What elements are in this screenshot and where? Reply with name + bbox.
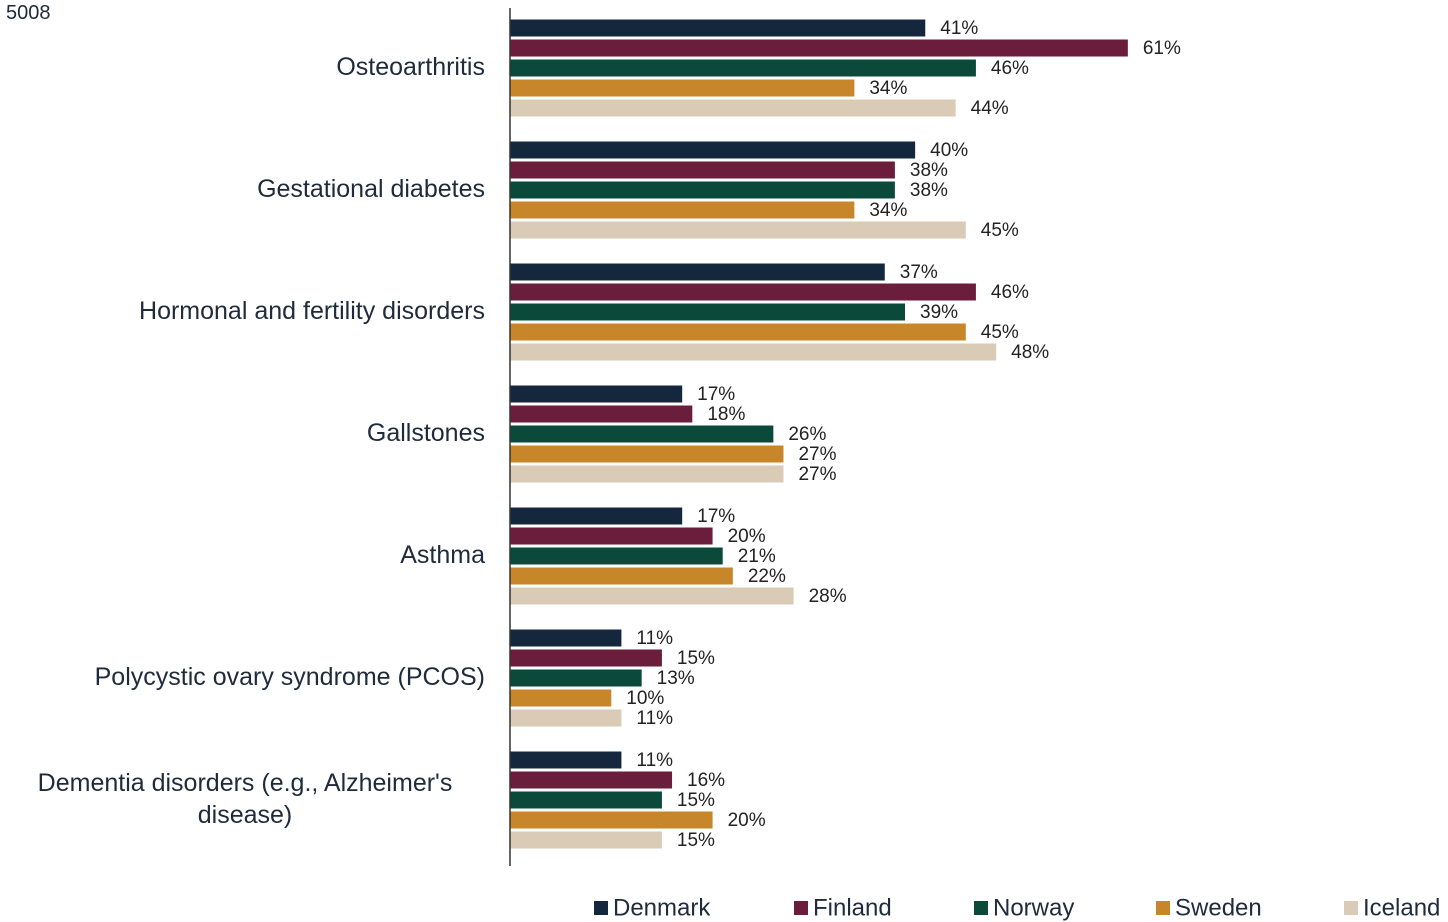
value-label: 37%	[900, 262, 938, 283]
legend-label: Sweden	[1175, 894, 1262, 921]
bar	[510, 649, 662, 667]
value-label: 17%	[697, 506, 735, 527]
bar	[510, 567, 733, 585]
legend-label: Denmark	[613, 894, 711, 921]
bar	[510, 669, 642, 687]
value-label: 15%	[677, 830, 715, 851]
category-label: Gestational diabetes	[5, 173, 485, 205]
legend-label: Norway	[993, 894, 1074, 921]
value-label: 20%	[728, 526, 766, 547]
legend-swatch	[974, 901, 988, 915]
value-label: 21%	[738, 546, 776, 567]
category-label: Dementia disorders (e.g., Alzheimer's di…	[5, 767, 485, 831]
value-label: 17%	[697, 384, 735, 405]
bar	[510, 303, 906, 321]
value-label: 18%	[707, 404, 745, 425]
annotation: 5008	[6, 2, 51, 24]
bar	[510, 221, 966, 239]
bar	[510, 99, 956, 117]
value-label: 46%	[991, 58, 1029, 79]
value-label: 28%	[809, 586, 847, 607]
value-label: 11%	[636, 750, 673, 771]
value-label: 38%	[910, 180, 948, 201]
bar	[510, 587, 794, 605]
value-label: 27%	[798, 464, 836, 485]
bar	[510, 629, 622, 647]
bar	[510, 263, 885, 281]
bar	[510, 507, 683, 525]
bar	[510, 791, 662, 809]
category-text: Osteoarthritis	[336, 53, 485, 81]
bar	[510, 283, 976, 301]
bar	[510, 547, 723, 565]
value-label: 26%	[788, 424, 826, 445]
legend-swatch	[794, 901, 808, 915]
category-label: Polycystic ovary syndrome (PCOS)	[5, 661, 485, 693]
category-label: Asthma	[5, 539, 485, 571]
legend-label: Iceland	[1363, 894, 1440, 921]
value-label: 16%	[687, 770, 725, 791]
value-label: 61%	[1143, 38, 1181, 59]
bar	[510, 465, 784, 483]
value-label: 34%	[869, 200, 907, 221]
value-label: 34%	[869, 78, 907, 99]
category-label: Gallstones	[5, 417, 485, 449]
value-label: 13%	[657, 668, 695, 689]
category-text: Asthma	[400, 541, 485, 569]
value-label: 44%	[971, 98, 1009, 119]
bar	[510, 161, 895, 179]
bar	[510, 831, 662, 849]
category-text: Gestational diabetes	[257, 175, 485, 203]
value-label: 22%	[748, 566, 786, 587]
legend-label: Finland	[813, 894, 892, 921]
bar	[510, 751, 622, 769]
bar	[510, 79, 855, 97]
bar	[510, 343, 997, 361]
bar	[510, 19, 926, 37]
category-text: Dementia disorders (e.g., Alzheimer's di…	[37, 769, 453, 829]
value-label: 11%	[636, 708, 673, 729]
value-label: 39%	[920, 302, 958, 323]
bar	[510, 181, 895, 199]
bar	[510, 445, 784, 463]
value-label: 15%	[677, 790, 715, 811]
legend-swatch	[1344, 901, 1358, 915]
value-label: 20%	[728, 810, 766, 831]
bar	[510, 323, 966, 341]
category-label: Osteoarthritis	[5, 51, 485, 83]
bar	[510, 425, 774, 443]
value-label: 41%	[940, 18, 978, 39]
bar	[510, 201, 855, 219]
legend-swatch	[1156, 901, 1170, 915]
bar	[510, 59, 976, 77]
value-label: 45%	[981, 220, 1019, 241]
bar	[510, 405, 693, 423]
bar	[510, 141, 916, 159]
category-label: Hormonal and fertility disorders	[5, 295, 485, 327]
value-label: 11%	[636, 628, 673, 649]
value-label: 10%	[626, 688, 664, 709]
value-label: 15%	[677, 648, 715, 669]
value-label: 40%	[930, 140, 968, 161]
value-label: 48%	[1011, 342, 1049, 363]
value-label: 46%	[991, 282, 1029, 303]
bar	[510, 771, 673, 789]
category-text: Gallstones	[366, 419, 485, 447]
category-text: Polycystic ovary syndrome (PCOS)	[94, 663, 485, 691]
bar	[510, 527, 713, 545]
bar	[510, 39, 1128, 57]
bar	[510, 689, 612, 707]
value-label: 27%	[798, 444, 836, 465]
value-label: 38%	[910, 160, 948, 181]
category-text: Hormonal and fertility disorders	[139, 297, 485, 325]
value-label: 45%	[981, 322, 1019, 343]
bar	[510, 385, 683, 403]
bar	[510, 811, 713, 829]
bar	[510, 709, 622, 727]
legend-swatch	[594, 901, 608, 915]
